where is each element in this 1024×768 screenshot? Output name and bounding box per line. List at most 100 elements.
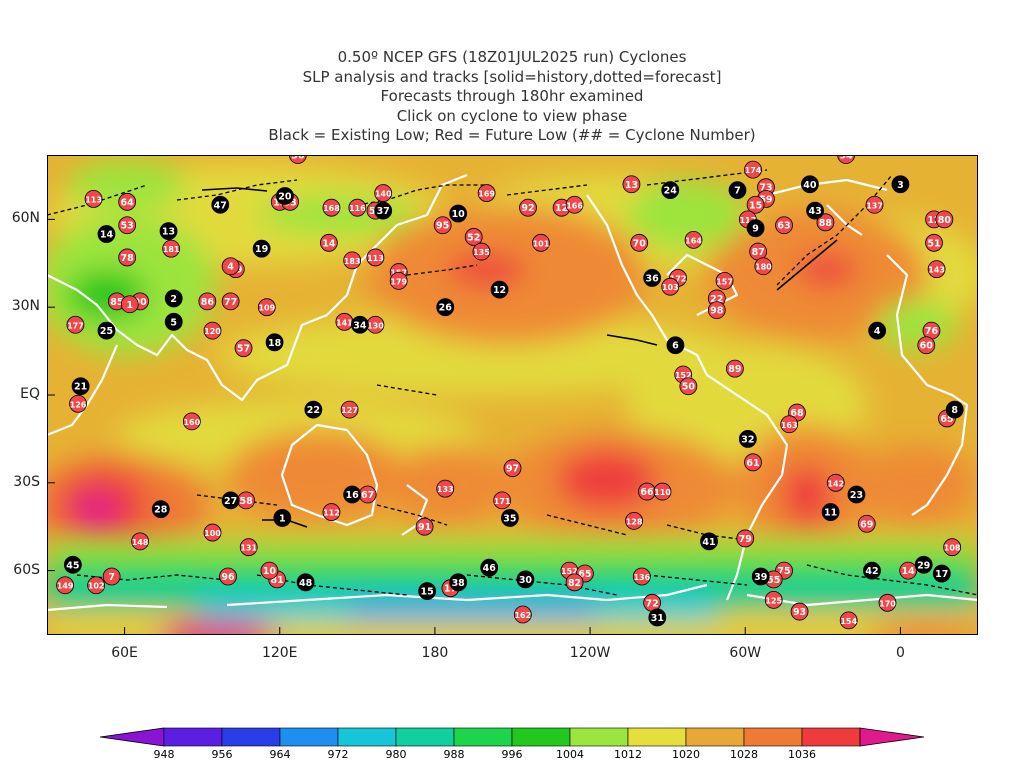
future-low-marker[interactable]: 91 bbox=[415, 517, 434, 536]
future-low-marker[interactable]: 171 bbox=[493, 491, 512, 510]
existing-low-marker[interactable]: 26 bbox=[436, 298, 455, 317]
future-low-marker[interactable]: 142 bbox=[826, 473, 845, 492]
existing-low-marker[interactable]: 35 bbox=[501, 509, 519, 527]
existing-low-marker[interactable]: 36 bbox=[643, 269, 662, 287]
existing-low-marker[interactable]: 28 bbox=[151, 500, 170, 519]
future-low-marker[interactable]: 154 bbox=[839, 611, 858, 630]
future-low-marker[interactable]: 116 bbox=[348, 198, 367, 217]
future-low-marker[interactable]: 1 bbox=[120, 295, 139, 314]
future-low-marker[interactable]: 168 bbox=[322, 198, 341, 217]
existing-low-marker[interactable]: 25 bbox=[97, 321, 116, 340]
future-low-marker[interactable]: 143 bbox=[927, 260, 946, 279]
future-low-marker[interactable]: 113 bbox=[84, 190, 103, 208]
future-low-marker[interactable]: 148 bbox=[131, 532, 149, 551]
future-low-marker[interactable]: 94 bbox=[837, 155, 856, 164]
future-low-marker[interactable]: 181 bbox=[162, 239, 181, 258]
future-low-marker[interactable]: 67 bbox=[358, 485, 377, 504]
existing-low-marker[interactable]: 46 bbox=[480, 558, 499, 577]
future-low-marker[interactable]: 79 bbox=[736, 529, 755, 548]
future-low-marker[interactable]: 13 bbox=[622, 175, 641, 194]
future-low-marker[interactable]: 102 bbox=[87, 576, 106, 595]
existing-low-marker[interactable]: 8 bbox=[945, 400, 964, 419]
existing-low-marker[interactable]: 10 bbox=[449, 204, 468, 223]
future-low-marker[interactable]: 66 bbox=[638, 482, 656, 501]
future-low-marker[interactable]: 4 bbox=[221, 257, 240, 276]
existing-low-marker[interactable]: 43 bbox=[806, 201, 824, 220]
future-low-marker[interactable]: 109 bbox=[257, 298, 276, 317]
existing-low-marker[interactable]: 27 bbox=[221, 491, 240, 510]
future-low-marker[interactable]: 63 bbox=[775, 216, 793, 235]
existing-low-marker[interactable]: 41 bbox=[700, 532, 718, 551]
existing-low-marker[interactable]: 15 bbox=[418, 582, 437, 600]
future-low-marker[interactable]: 177 bbox=[66, 315, 85, 334]
future-low-marker[interactable]: 60 bbox=[917, 336, 936, 355]
future-low-marker[interactable]: 98 bbox=[707, 301, 726, 320]
future-low-marker[interactable]: 92 bbox=[519, 198, 537, 217]
future-low-marker[interactable]: 166 bbox=[565, 195, 584, 214]
future-low-marker[interactable]: 97 bbox=[503, 459, 522, 478]
future-low-marker[interactable]: 101 bbox=[532, 233, 550, 252]
existing-low-marker[interactable]: 2 bbox=[164, 289, 183, 308]
future-low-marker[interactable]: 86 bbox=[198, 292, 217, 311]
existing-low-marker[interactable]: 37 bbox=[374, 201, 393, 220]
future-low-marker[interactable]: 149 bbox=[56, 576, 75, 595]
future-low-marker[interactable]: 133 bbox=[436, 479, 455, 498]
existing-low-marker[interactable]: 45 bbox=[63, 555, 82, 574]
existing-low-marker[interactable]: 24 bbox=[661, 181, 680, 200]
future-low-marker[interactable]: 7 bbox=[102, 567, 121, 586]
future-low-marker[interactable]: 69 bbox=[857, 514, 876, 533]
future-low-marker[interactable]: 136 bbox=[632, 567, 651, 586]
future-low-marker[interactable]: 108 bbox=[943, 538, 962, 557]
existing-low-marker[interactable]: 47 bbox=[211, 195, 230, 214]
future-low-marker[interactable]: 80 bbox=[935, 210, 954, 229]
future-low-marker[interactable]: 162 bbox=[513, 605, 532, 624]
future-low-marker[interactable]: 126 bbox=[69, 394, 87, 413]
existing-low-marker[interactable]: 20 bbox=[276, 187, 294, 205]
existing-low-marker[interactable]: 4 bbox=[868, 321, 887, 340]
future-low-marker[interactable]: 135 bbox=[472, 242, 491, 261]
future-low-marker[interactable]: 160 bbox=[182, 412, 201, 431]
future-low-marker[interactable]: 179 bbox=[389, 271, 408, 290]
future-low-marker[interactable]: 112 bbox=[322, 503, 341, 521]
future-low-marker[interactable]: 96 bbox=[219, 567, 237, 586]
existing-low-marker[interactable]: 9 bbox=[746, 219, 765, 238]
future-low-marker[interactable]: 53 bbox=[118, 216, 137, 235]
existing-low-marker[interactable]: 23 bbox=[847, 485, 866, 504]
future-low-marker[interactable]: 174 bbox=[744, 160, 762, 179]
future-low-marker[interactable]: 50 bbox=[679, 377, 698, 396]
future-low-marker[interactable]: 89 bbox=[726, 359, 744, 378]
future-low-marker[interactable]: 82 bbox=[565, 573, 584, 592]
future-low-marker[interactable]: 127 bbox=[340, 400, 359, 419]
existing-low-marker[interactable]: 1 bbox=[273, 509, 292, 527]
future-low-marker[interactable]: 14 bbox=[899, 561, 918, 580]
future-low-marker[interactable]: 15 bbox=[746, 195, 765, 214]
future-low-marker[interactable]: 88 bbox=[816, 213, 835, 232]
existing-low-marker[interactable]: 19 bbox=[252, 239, 271, 258]
future-low-marker[interactable]: 157 bbox=[715, 271, 734, 290]
future-low-marker[interactable]: 10 bbox=[260, 561, 279, 580]
future-low-marker[interactable]: 130 bbox=[366, 315, 385, 334]
future-low-marker[interactable]: 87 bbox=[749, 242, 768, 261]
existing-low-marker[interactable]: 21 bbox=[71, 377, 90, 396]
future-low-marker[interactable]: 57 bbox=[234, 339, 253, 358]
existing-low-marker[interactable]: 31 bbox=[648, 608, 667, 627]
future-low-marker[interactable]: 95 bbox=[433, 216, 452, 235]
existing-low-marker[interactable]: 32 bbox=[738, 430, 757, 448]
existing-low-marker[interactable]: 22 bbox=[304, 400, 323, 419]
future-low-marker[interactable]: 128 bbox=[625, 511, 643, 530]
existing-low-marker[interactable]: 18 bbox=[265, 333, 284, 352]
future-low-marker[interactable]: 51 bbox=[925, 233, 943, 252]
existing-low-marker[interactable]: 12 bbox=[490, 280, 509, 299]
future-low-marker[interactable]: 56 bbox=[288, 155, 307, 164]
future-low-marker[interactable]: 141 bbox=[335, 312, 354, 331]
future-low-marker[interactable]: 64 bbox=[118, 192, 137, 211]
future-low-marker[interactable]: 113 bbox=[366, 248, 385, 267]
existing-low-marker[interactable]: 30 bbox=[516, 570, 535, 589]
existing-low-marker[interactable]: 17 bbox=[932, 564, 951, 583]
future-low-marker[interactable]: 125 bbox=[764, 590, 783, 609]
existing-low-marker[interactable]: 5 bbox=[164, 312, 183, 331]
existing-low-marker[interactable]: 14 bbox=[97, 225, 116, 243]
future-low-marker[interactable]: 70 bbox=[630, 233, 649, 252]
future-low-marker[interactable]: 93 bbox=[790, 602, 809, 621]
existing-low-marker[interactable]: 40 bbox=[801, 175, 819, 194]
